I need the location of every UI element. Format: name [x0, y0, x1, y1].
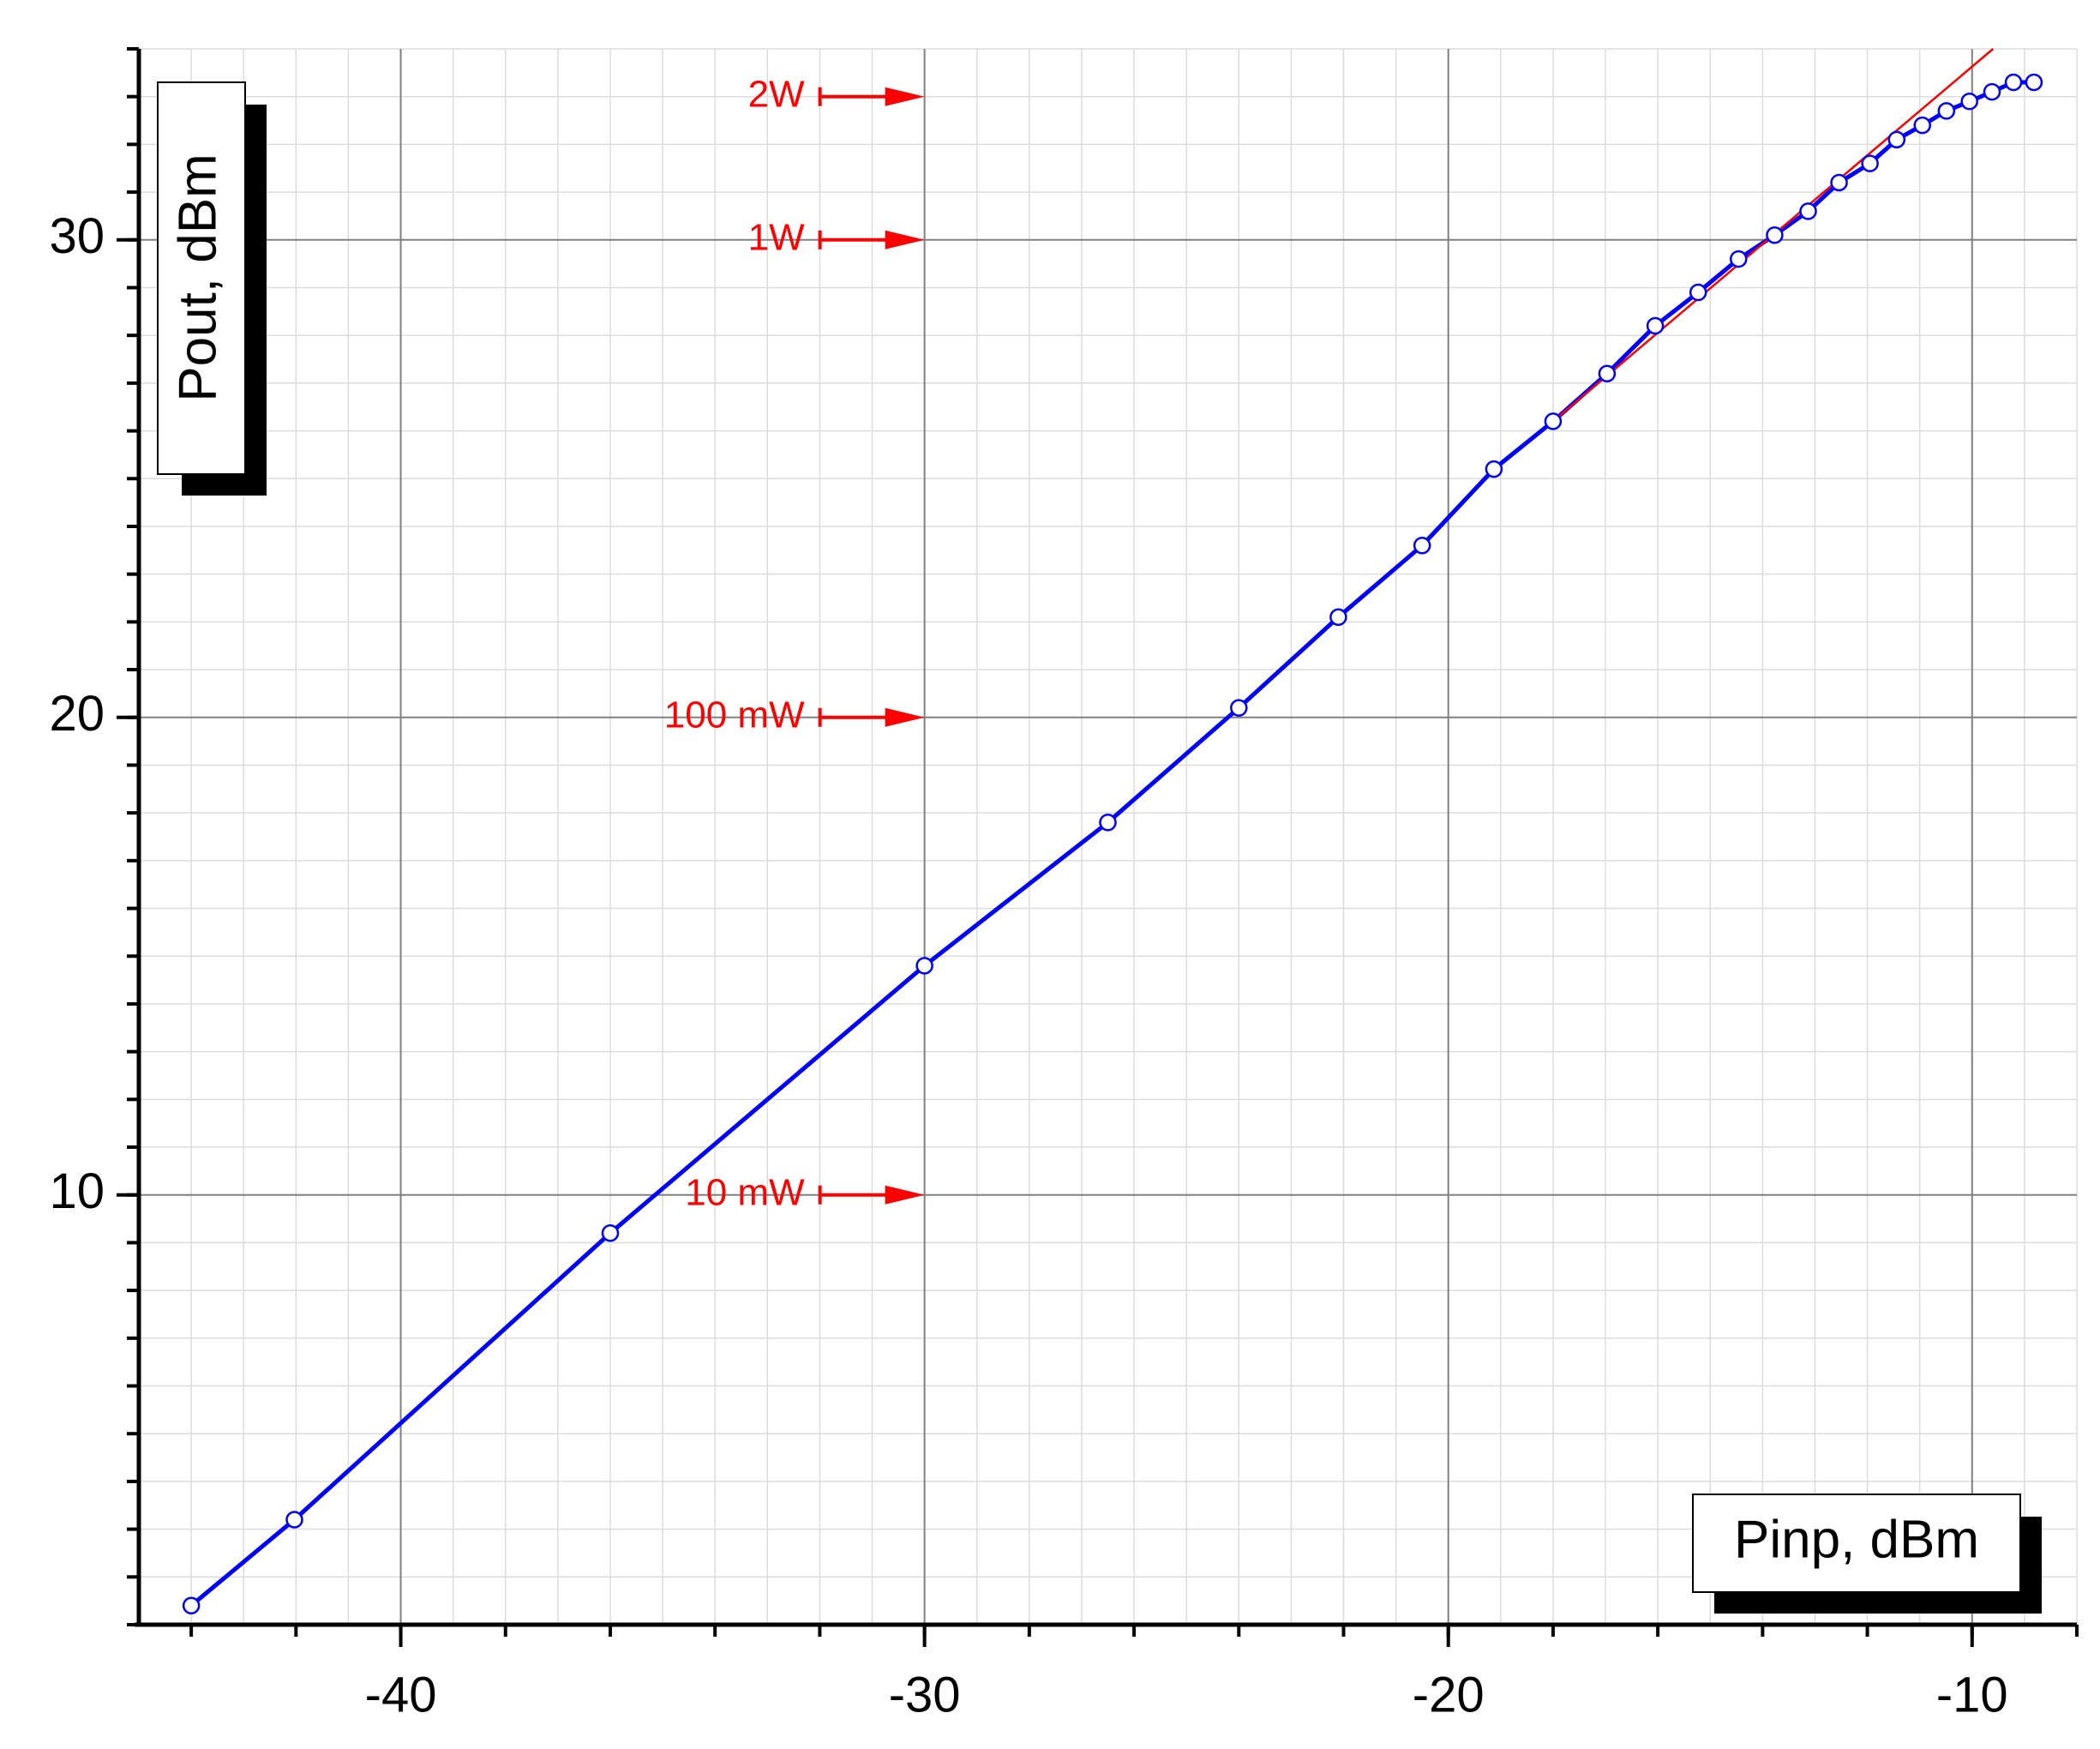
annotation-label: 1W: [748, 216, 805, 258]
y-tick-label: 30: [49, 208, 105, 264]
x-tick-label: -40: [365, 1667, 437, 1722]
axis-labels: Pout, dBm Pinp, dBm: [157, 81, 2042, 1614]
x-axis-label: Pinp, dBm: [1734, 1510, 1979, 1569]
data-point: [601, 1224, 620, 1242]
data-point: [1646, 316, 1665, 335]
data-point: [1413, 536, 1431, 555]
grid: -40 -30 -20 -10 10 20 30: [49, 47, 2079, 1722]
data-point: [1230, 699, 1248, 717]
series-line: [189, 80, 2034, 1608]
data-point: [1799, 202, 1817, 220]
label-box: [1692, 1494, 2021, 1593]
data-point: [1937, 102, 1956, 120]
data-point: [1861, 154, 1879, 172]
annotation-label: 10 mW: [685, 1171, 805, 1213]
y-axis-label: Pout, dBm: [168, 153, 227, 401]
data-point: [2004, 73, 2023, 92]
y-tick-label: 10: [49, 1163, 105, 1219]
x-tick-label: -20: [1413, 1667, 1485, 1722]
data-point: [285, 1511, 303, 1529]
data-point: [1689, 283, 1707, 302]
data-point: [1329, 608, 1347, 627]
plot: 2W 1W 100 mW 10 mW: [182, 48, 2043, 1614]
label-box: [157, 81, 246, 475]
data-point: [1887, 130, 1906, 149]
x-tick-label: -10: [1936, 1667, 2008, 1722]
data-point: [1485, 460, 1503, 478]
data-point: [915, 957, 933, 975]
x-tick-label: -30: [889, 1667, 961, 1722]
data-point: [1913, 116, 1931, 135]
annotation-arrow-head: [885, 87, 925, 106]
y-tick-label: 20: [49, 686, 105, 742]
data-point: [1830, 173, 1848, 192]
annotation-label: 100 mW: [664, 694, 805, 736]
data-point: [1729, 249, 1748, 268]
data-point: [1598, 364, 1617, 382]
annotation-arrow-head: [885, 707, 925, 727]
data-point: [1960, 93, 1978, 111]
annotation-label: 2W: [748, 73, 805, 115]
annotation-arrow-head: [885, 1185, 925, 1205]
data-point: [182, 1596, 201, 1614]
data-point: [1766, 225, 1784, 244]
data-point: [1099, 814, 1117, 832]
annotation-arrow-head: [885, 230, 925, 249]
data-point: [1983, 82, 2001, 101]
data-point: [1544, 412, 1563, 430]
data-point: [2025, 73, 2043, 92]
